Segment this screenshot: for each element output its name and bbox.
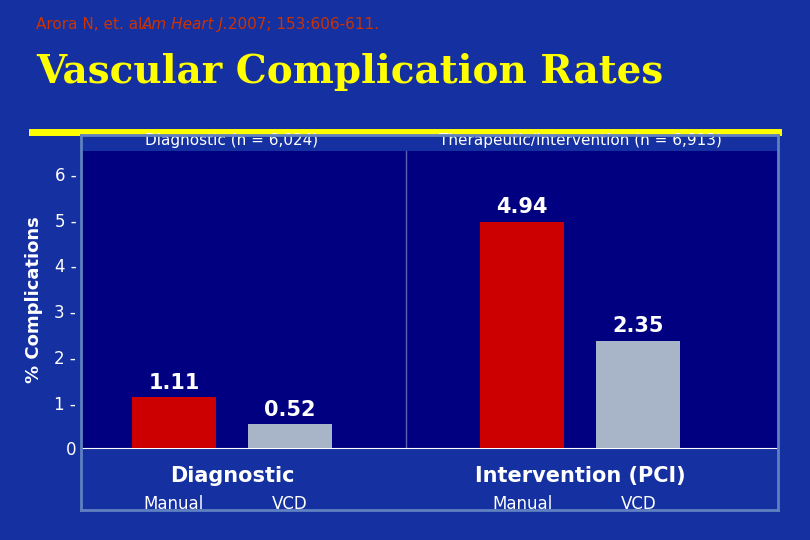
Y-axis label: % Complications: % Complications (25, 217, 43, 383)
Text: 4.94: 4.94 (497, 197, 548, 217)
Text: Intervention (PCI): Intervention (PCI) (475, 465, 685, 485)
Text: Manual: Manual (143, 495, 204, 513)
Text: 2.35: 2.35 (612, 316, 664, 336)
Text: Arora N, et. al.: Arora N, et. al. (36, 17, 152, 32)
Bar (596, 341, 680, 448)
Bar (248, 424, 332, 448)
Text: Vascular Complication Rates: Vascular Complication Rates (36, 53, 663, 91)
Text: VCD: VCD (272, 495, 308, 513)
Text: VCD: VCD (620, 495, 656, 513)
Text: Therapeutic/Intervention (n = 6,913): Therapeutic/Intervention (n = 6,913) (439, 133, 722, 148)
Text: Manual: Manual (492, 495, 552, 513)
Text: 0.52: 0.52 (264, 400, 316, 420)
Text: Diagnostic (n = 6,024): Diagnostic (n = 6,024) (145, 133, 318, 148)
Bar (132, 397, 215, 448)
Text: Am Heart J.: Am Heart J. (142, 17, 228, 32)
Text: 1.11: 1.11 (148, 373, 199, 393)
Text: Diagnostic: Diagnostic (169, 465, 294, 485)
Bar (480, 222, 564, 448)
Text: 2007; 153:606-611.: 2007; 153:606-611. (223, 17, 379, 32)
